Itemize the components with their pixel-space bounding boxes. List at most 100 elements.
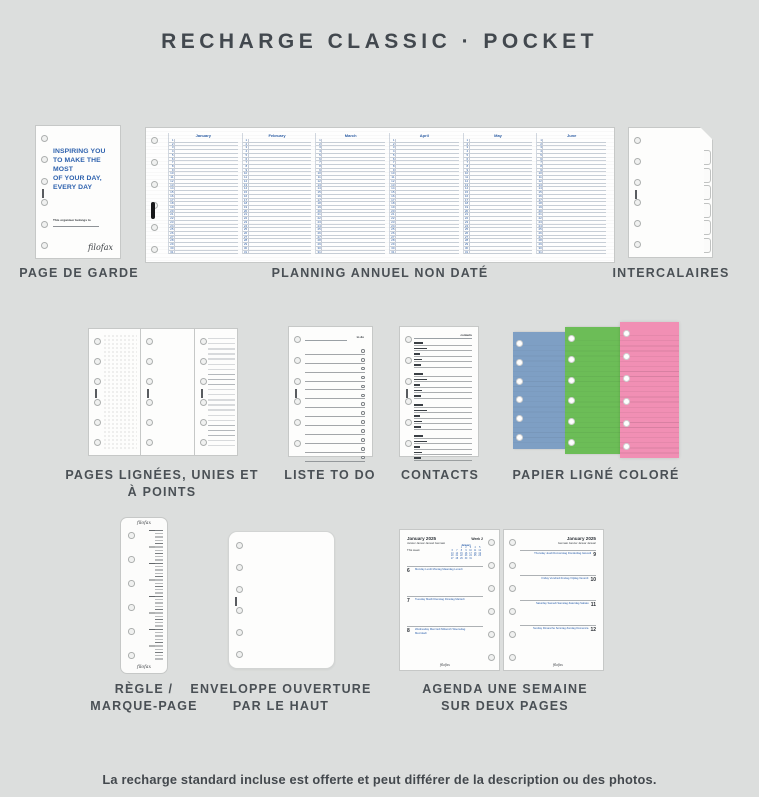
checkbox-circle — [361, 349, 365, 353]
mini-cal-day: 15 — [460, 552, 463, 555]
todo-line — [305, 444, 365, 453]
planner-month-column: January 1 2 3 4 5 6 7 8 9 10 11 12 13 14 15 16 17 18 19 20 21… — [168, 133, 238, 255]
agenda-month-translations: Gennaio Janvier Januar Januari — [557, 541, 596, 545]
planner-day-row: 9 — [169, 168, 238, 173]
planner-day-number: 18 — [538, 201, 544, 206]
planner-day-rows: 1 2 3 4 5 6 7 8 9 10 11 12 13 14 15 16 17 18 19 20 21 22 23 24 2… — [242, 139, 312, 255]
punch-hole — [200, 438, 207, 446]
planner-day-number: 28 — [391, 238, 397, 243]
planner-day-row: 5 — [169, 153, 238, 158]
planner-day-row: 21 — [316, 213, 386, 218]
contact-row — [414, 408, 472, 414]
agenda-header: January 2025 Gennaio Janvier Januar Janu… — [520, 536, 596, 545]
planner-day-number: 4 — [169, 150, 175, 153]
punch-hole — [516, 340, 523, 347]
planner-month-column: February 1 2 3 4 5 6 7 8 9 10 11 12 13 14 15 16 17 18 19 20 2… — [241, 133, 312, 255]
planner-day-row: 27 — [463, 235, 533, 240]
planner-day-number: 15 — [170, 190, 175, 195]
planner-day-row: 19 — [390, 205, 459, 210]
planner-day-row: 18 — [316, 202, 386, 206]
punch-hole — [146, 338, 153, 345]
planner-day-number: 13 — [170, 182, 175, 187]
filofax-logo: filofax — [440, 663, 450, 667]
planner-day-row: 10 — [390, 172, 459, 177]
planner-day-number: 2 — [316, 142, 323, 146]
green-paper — [565, 327, 620, 454]
planner-day-row: 26 — [316, 232, 386, 236]
lined-plain-dotted-pages-image — [88, 328, 238, 456]
contact-field-label — [414, 415, 420, 417]
planner-day-row: 19 — [169, 205, 238, 210]
planner-day-number: 1 — [243, 139, 249, 142]
planner-day-number: 16 — [170, 193, 175, 198]
planner-day-number: 28 — [538, 238, 544, 243]
planner-day-row: 6 — [390, 157, 459, 162]
punch-hole — [568, 438, 575, 446]
annual-planner-image: January 1 2 3 4 5 6 7 8 9 10 11 12 13 14 15 16 17 18 19 20 21… — [145, 127, 615, 263]
checkbox-circle — [361, 429, 365, 433]
contact-field-label — [414, 384, 420, 386]
divider-tab — [704, 168, 711, 183]
planner-day-number: 20 — [243, 208, 249, 213]
todo-line — [305, 355, 365, 364]
agenda-day-number: 10 — [590, 577, 596, 583]
mini-cal-day: 12 — [478, 549, 481, 552]
punch-hole — [151, 245, 158, 253]
planner-day-number: 20 — [317, 208, 323, 213]
planner-month-label: May — [494, 133, 502, 138]
contact-field-label — [414, 378, 427, 381]
agenda-day-name: Saturday Samedi Samstag Zaterdag Sabato — [535, 602, 589, 605]
planner-day-number: 23 — [170, 219, 175, 224]
planner-day-number: 12 — [464, 178, 470, 183]
planner-day-row: 7 — [242, 161, 312, 166]
planner-day-row: 3 — [169, 146, 238, 151]
planner-day-number: 3 — [464, 146, 470, 150]
agenda-left-page: January 2025 Janvier Januar Januari Genn… — [399, 529, 500, 671]
planner-day-row: 23 — [316, 220, 386, 225]
mini-cal-day: 29 — [460, 558, 463, 561]
planner-day-row: 11 — [537, 176, 607, 180]
filofax-logo: filofax — [136, 665, 152, 670]
planner-day-number: 15 — [464, 190, 470, 195]
planner-day-row: 6 — [169, 157, 238, 162]
planner-day-number: 14 — [538, 186, 544, 191]
punch-hole — [509, 585, 516, 592]
punch-holes — [40, 135, 49, 249]
planner-day-number: 2 — [390, 142, 397, 146]
planner-day-row: 29 — [537, 243, 607, 247]
contact-row — [414, 382, 472, 388]
planner-day-row: 5 — [316, 153, 386, 158]
punch-hole — [488, 654, 495, 661]
planner-day-number: 10 — [317, 171, 323, 176]
planner-day-number: 18 — [243, 201, 249, 206]
planner-day-number: 14 — [170, 186, 175, 191]
planner-day-number: 8 — [243, 165, 249, 168]
todo-line — [305, 399, 365, 409]
punch-hole — [94, 338, 101, 345]
planner-day-number: 3 — [169, 146, 175, 150]
planner-day-row: 24 — [463, 224, 533, 229]
punch-hole — [516, 358, 523, 366]
mini-cal-day: 31 — [469, 558, 472, 561]
planner-day-number: 24 — [243, 223, 249, 228]
planner-day-row: 26 — [242, 232, 312, 236]
write-in-line — [53, 226, 99, 227]
planner-day-number: 22 — [243, 216, 249, 221]
agenda-day-number: 6 — [407, 568, 410, 574]
planner-day-number: 30 — [170, 245, 175, 250]
planner-day-row: 10 — [242, 172, 312, 177]
punch-hole — [294, 398, 301, 406]
mini-cal-day: 8 — [460, 549, 463, 552]
agenda-day-number: 7 — [407, 598, 410, 604]
planner-day-number: 8 — [390, 165, 397, 168]
planner-day-row: 17 — [316, 198, 386, 203]
planner-day-row: 30 — [169, 245, 238, 251]
planner-day-row: 22 — [463, 217, 533, 221]
blue-paper — [513, 332, 565, 449]
planner-day-number: 31 — [538, 249, 544, 254]
planner-day-number: 19 — [538, 204, 544, 209]
planner-day-number: 6 — [464, 157, 470, 161]
punch-hole — [41, 220, 48, 228]
plain-page — [140, 328, 195, 456]
